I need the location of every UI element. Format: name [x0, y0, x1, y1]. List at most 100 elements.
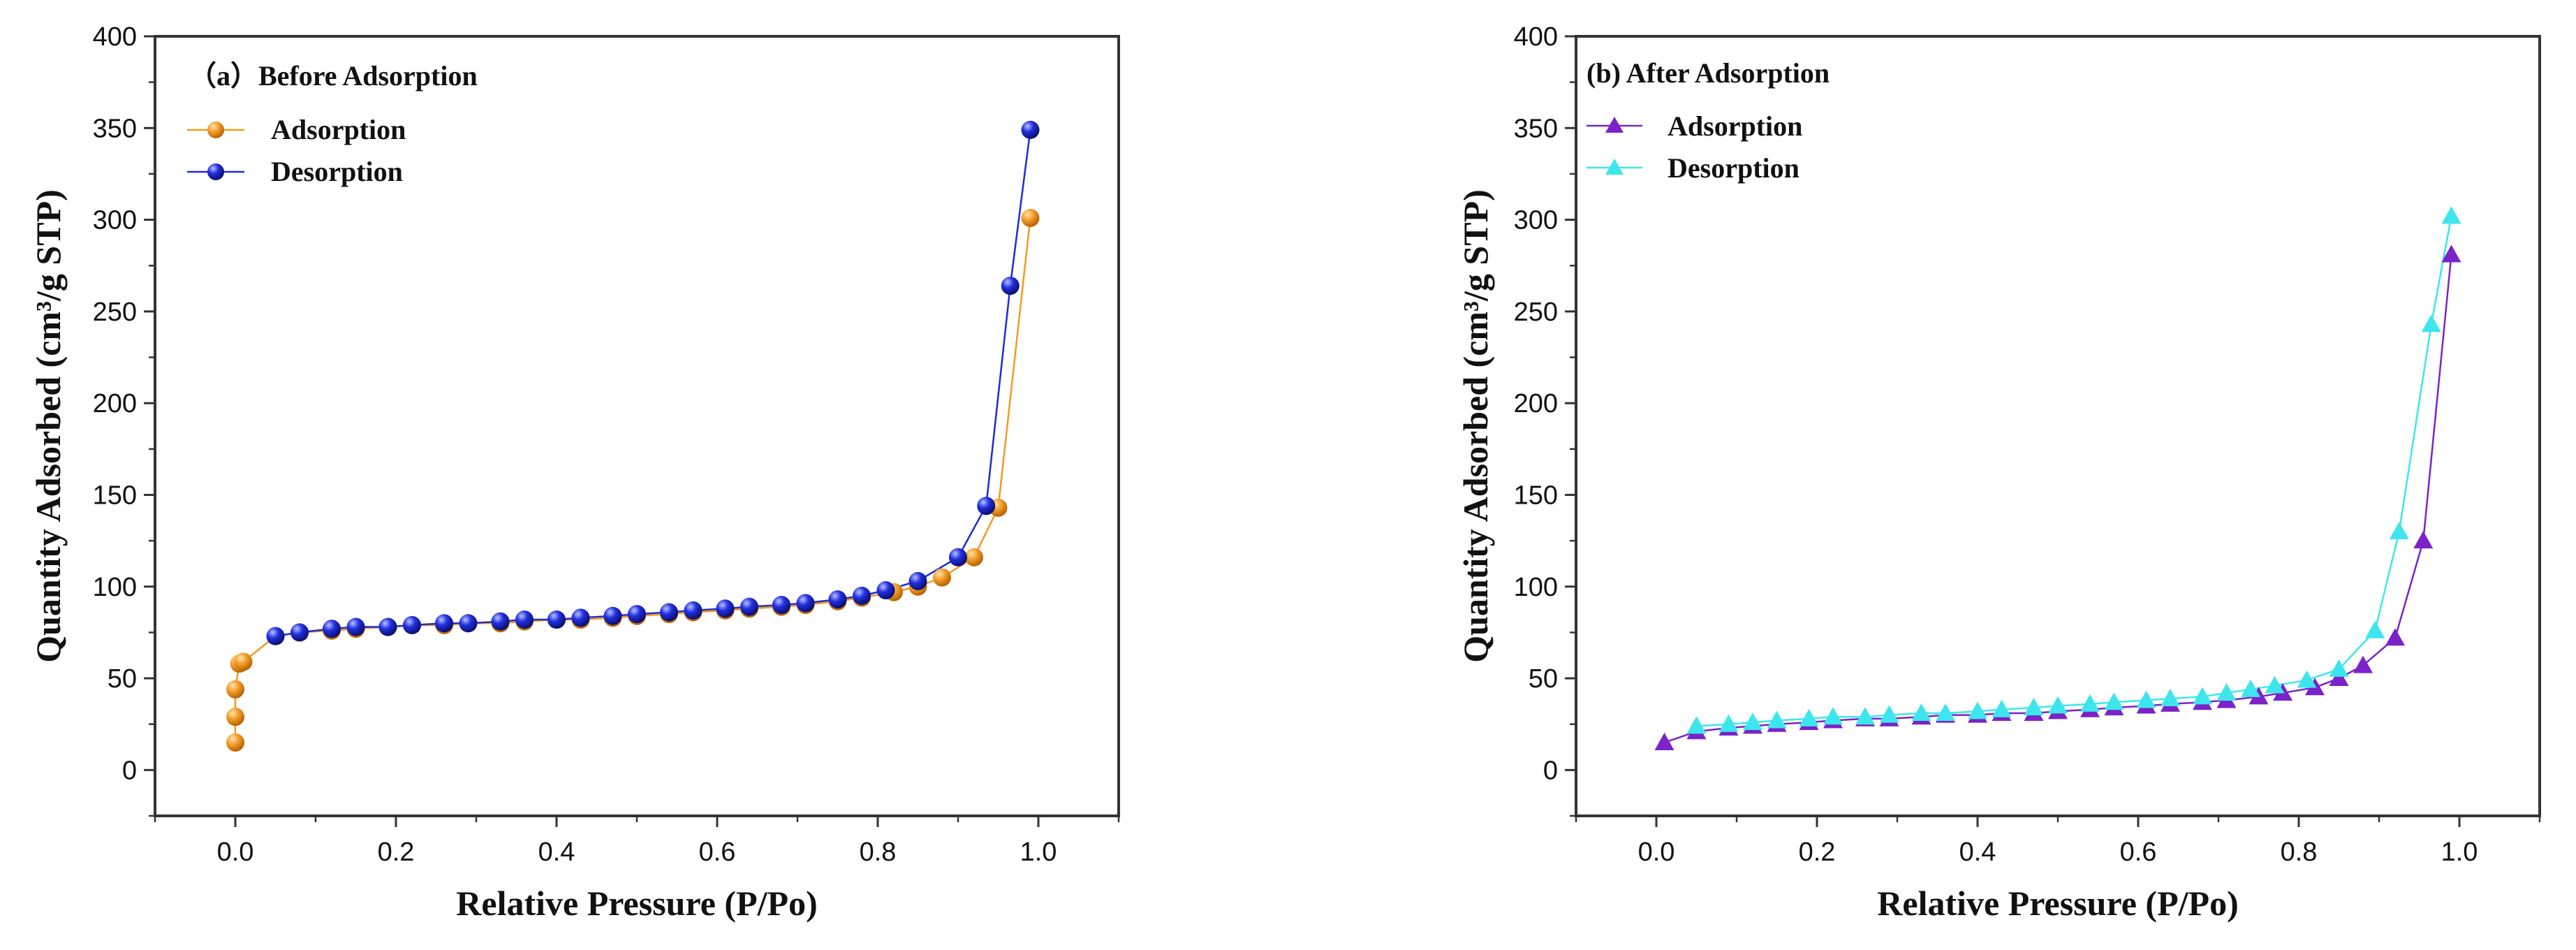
chart-a-x-tick-label: 0.4 [538, 838, 575, 867]
chart-b-point-desorption [1718, 714, 1739, 732]
chart-a-legend-label-desorption: Desorption [271, 156, 403, 187]
chart-a-point-desorption [547, 611, 566, 629]
chart-a-x-ticks: 0.0 0.2 0.4 0.6 0.8 1.0 [154, 816, 1120, 867]
chart-b-line-adsorption [1664, 254, 2452, 744]
chart-b-legend-label-desorption: Desorption [1668, 152, 1799, 184]
chart-b-series-lines [1664, 216, 2452, 744]
chart-b-point-desorption [2329, 659, 2349, 677]
chart-a-point-desorption [290, 623, 309, 642]
chart-a-point-desorption [515, 611, 533, 629]
chart-b-x-tick-label: 0.4 [1959, 838, 1996, 867]
chart-a-line-adsorption [234, 217, 1031, 743]
chart-a-point-desorption [1001, 277, 1020, 295]
chart-a-point-desorption [603, 606, 622, 625]
chart-a-line-desorption [275, 129, 1031, 637]
chart-a-point-desorption [828, 590, 847, 609]
chart-a-point-desorption [323, 620, 341, 638]
chart-b-point-desorption [1686, 716, 1707, 734]
chart-b: 0.0 0.2 0.4 0.6 0.8 1.0 0 50 100 150 200 250 300 350… [1456, 22, 2541, 923]
chart-a-title: （a）Before Adsorption [189, 60, 478, 92]
chart-b-point-desorption [2389, 521, 2409, 539]
chart-b-point-desorption [1992, 699, 2012, 717]
chart-b-x-tick-label: 0.6 [2120, 838, 2157, 867]
chart-b-title: (b) After Adsorption [1587, 57, 1830, 89]
chart-a-y-tick-label: 100 [93, 573, 137, 602]
chart-b-y-tick-label: 100 [1514, 573, 1558, 602]
chart-a-point-desorption [876, 581, 895, 600]
chart-b-y-tick-label: 300 [1514, 206, 1558, 235]
chart-a-point-desorption [571, 608, 590, 627]
chart-b-point-desorption [2297, 670, 2317, 688]
chart-b-x-tick-label: 0.8 [2281, 838, 2318, 867]
chart-a-point-desorption [796, 594, 815, 613]
chart-b-x-tick-label: 1.0 [2441, 838, 2478, 867]
chart-a-y-tick-label: 50 [108, 664, 137, 694]
chart-a: 0.0 0.2 0.4 0.6 0.8 1.0 0 50 100 150 200 250 300 350… [29, 22, 1120, 923]
chart-b-point-desorption [2024, 698, 2044, 716]
chart-b-legend: Adsorption Desorption [1587, 110, 1802, 184]
chart-a-x-tick-label: 0.0 [217, 838, 254, 867]
chart-a-point-adsorption [226, 708, 244, 726]
chart-b-point-adsorption [1654, 732, 1675, 750]
chart-a-y-ticks: 0 50 100 150 200 250 300 350 400 [93, 22, 155, 817]
chart-b-point-desorption [2048, 696, 2068, 714]
chart-b-point-desorption [2161, 688, 2180, 706]
chart-b-point-desorption [1743, 712, 1762, 731]
chart-a-point-desorption [740, 597, 758, 616]
chart-a-point-adsorption [226, 733, 244, 752]
chart-a-point-desorption [853, 586, 871, 605]
chart-a-point-adsorption [234, 652, 253, 671]
chart-b-point-adsorption [2385, 628, 2405, 646]
chart-a-point-desorption [908, 571, 927, 590]
chart-b-legend-label-adsorption: Adsorption [1668, 110, 1802, 142]
chart-b-y-tick-label: 350 [1514, 114, 1558, 143]
chart-b-point-adsorption [2441, 244, 2461, 263]
chart-a-legend: Adsorption Desorption [187, 114, 406, 187]
chart-b-point-adsorption [2413, 531, 2434, 549]
chart-a-x-tick-label: 0.6 [699, 838, 736, 867]
chart-b-y-ticks: 0 50 100 150 200 250 300 350 400 [1514, 22, 1576, 817]
chart-a-point-desorption [684, 601, 702, 620]
chart-a-legend-marker-adsorption [207, 122, 224, 138]
chart-b-y-tick-label: 400 [1514, 22, 1558, 52]
chart-b-point-desorption [2241, 679, 2260, 697]
chart-a-y-tick-label: 400 [93, 22, 137, 52]
chart-a-point-desorption [403, 615, 421, 634]
chart-b-line-desorption [1696, 216, 2452, 727]
chart-b-y-tick-label: 0 [1543, 756, 1558, 785]
chart-a-point-desorption [1021, 120, 1040, 139]
chart-b-point-desorption [2136, 690, 2156, 708]
chart-b-point-desorption [1968, 701, 1987, 719]
chart-b-y-tick-label: 200 [1514, 389, 1558, 418]
chart-b-point-desorption [1911, 703, 1931, 721]
chart-a-point-desorption [716, 599, 735, 618]
chart-a-point-adsorption [933, 568, 951, 587]
chart-a-y-tick-label: 150 [93, 481, 137, 510]
chart-b-y-tick-label: 50 [1529, 664, 1558, 694]
chart-b-point-desorption [1799, 708, 1819, 726]
chart-b-y-tick-label: 150 [1514, 481, 1558, 510]
chart-a-legend-marker-desorption [207, 163, 224, 180]
chart-b-point-desorption [2265, 675, 2285, 694]
chart-b-point-desorption [1855, 707, 1875, 725]
chart-a-x-tick-label: 0.2 [378, 838, 415, 867]
chart-b-point-desorption [2216, 683, 2237, 701]
chart-a-point-adsorption [226, 680, 244, 699]
chart-a-y-tick-label: 350 [93, 114, 137, 143]
chart-b-x-axis-label: Relative Pressure (P/Po) [1877, 884, 2238, 923]
chart-b-x-tick-label: 0.0 [1638, 838, 1675, 867]
chart-b-x-ticks: 0.0 0.2 0.4 0.6 0.8 1.0 [1575, 816, 2541, 867]
chart-a-point-desorption [977, 497, 996, 516]
chart-a-point-desorption [491, 612, 510, 631]
chart-a-point-adsorption [965, 548, 983, 567]
chart-b-point-desorption [1767, 710, 1787, 729]
chart-a-point-desorption [628, 605, 646, 624]
chart-b-point-desorption [1879, 705, 1899, 723]
chart-b-point-desorption [1936, 703, 1955, 721]
chart-a-point-adsorption [1021, 208, 1040, 227]
chart-b-y-tick-label: 250 [1514, 298, 1558, 327]
chart-b-point-adsorption [2329, 668, 2349, 687]
chart-a-point-desorption [346, 618, 365, 636]
chart-a-plot-frame [154, 35, 1120, 817]
